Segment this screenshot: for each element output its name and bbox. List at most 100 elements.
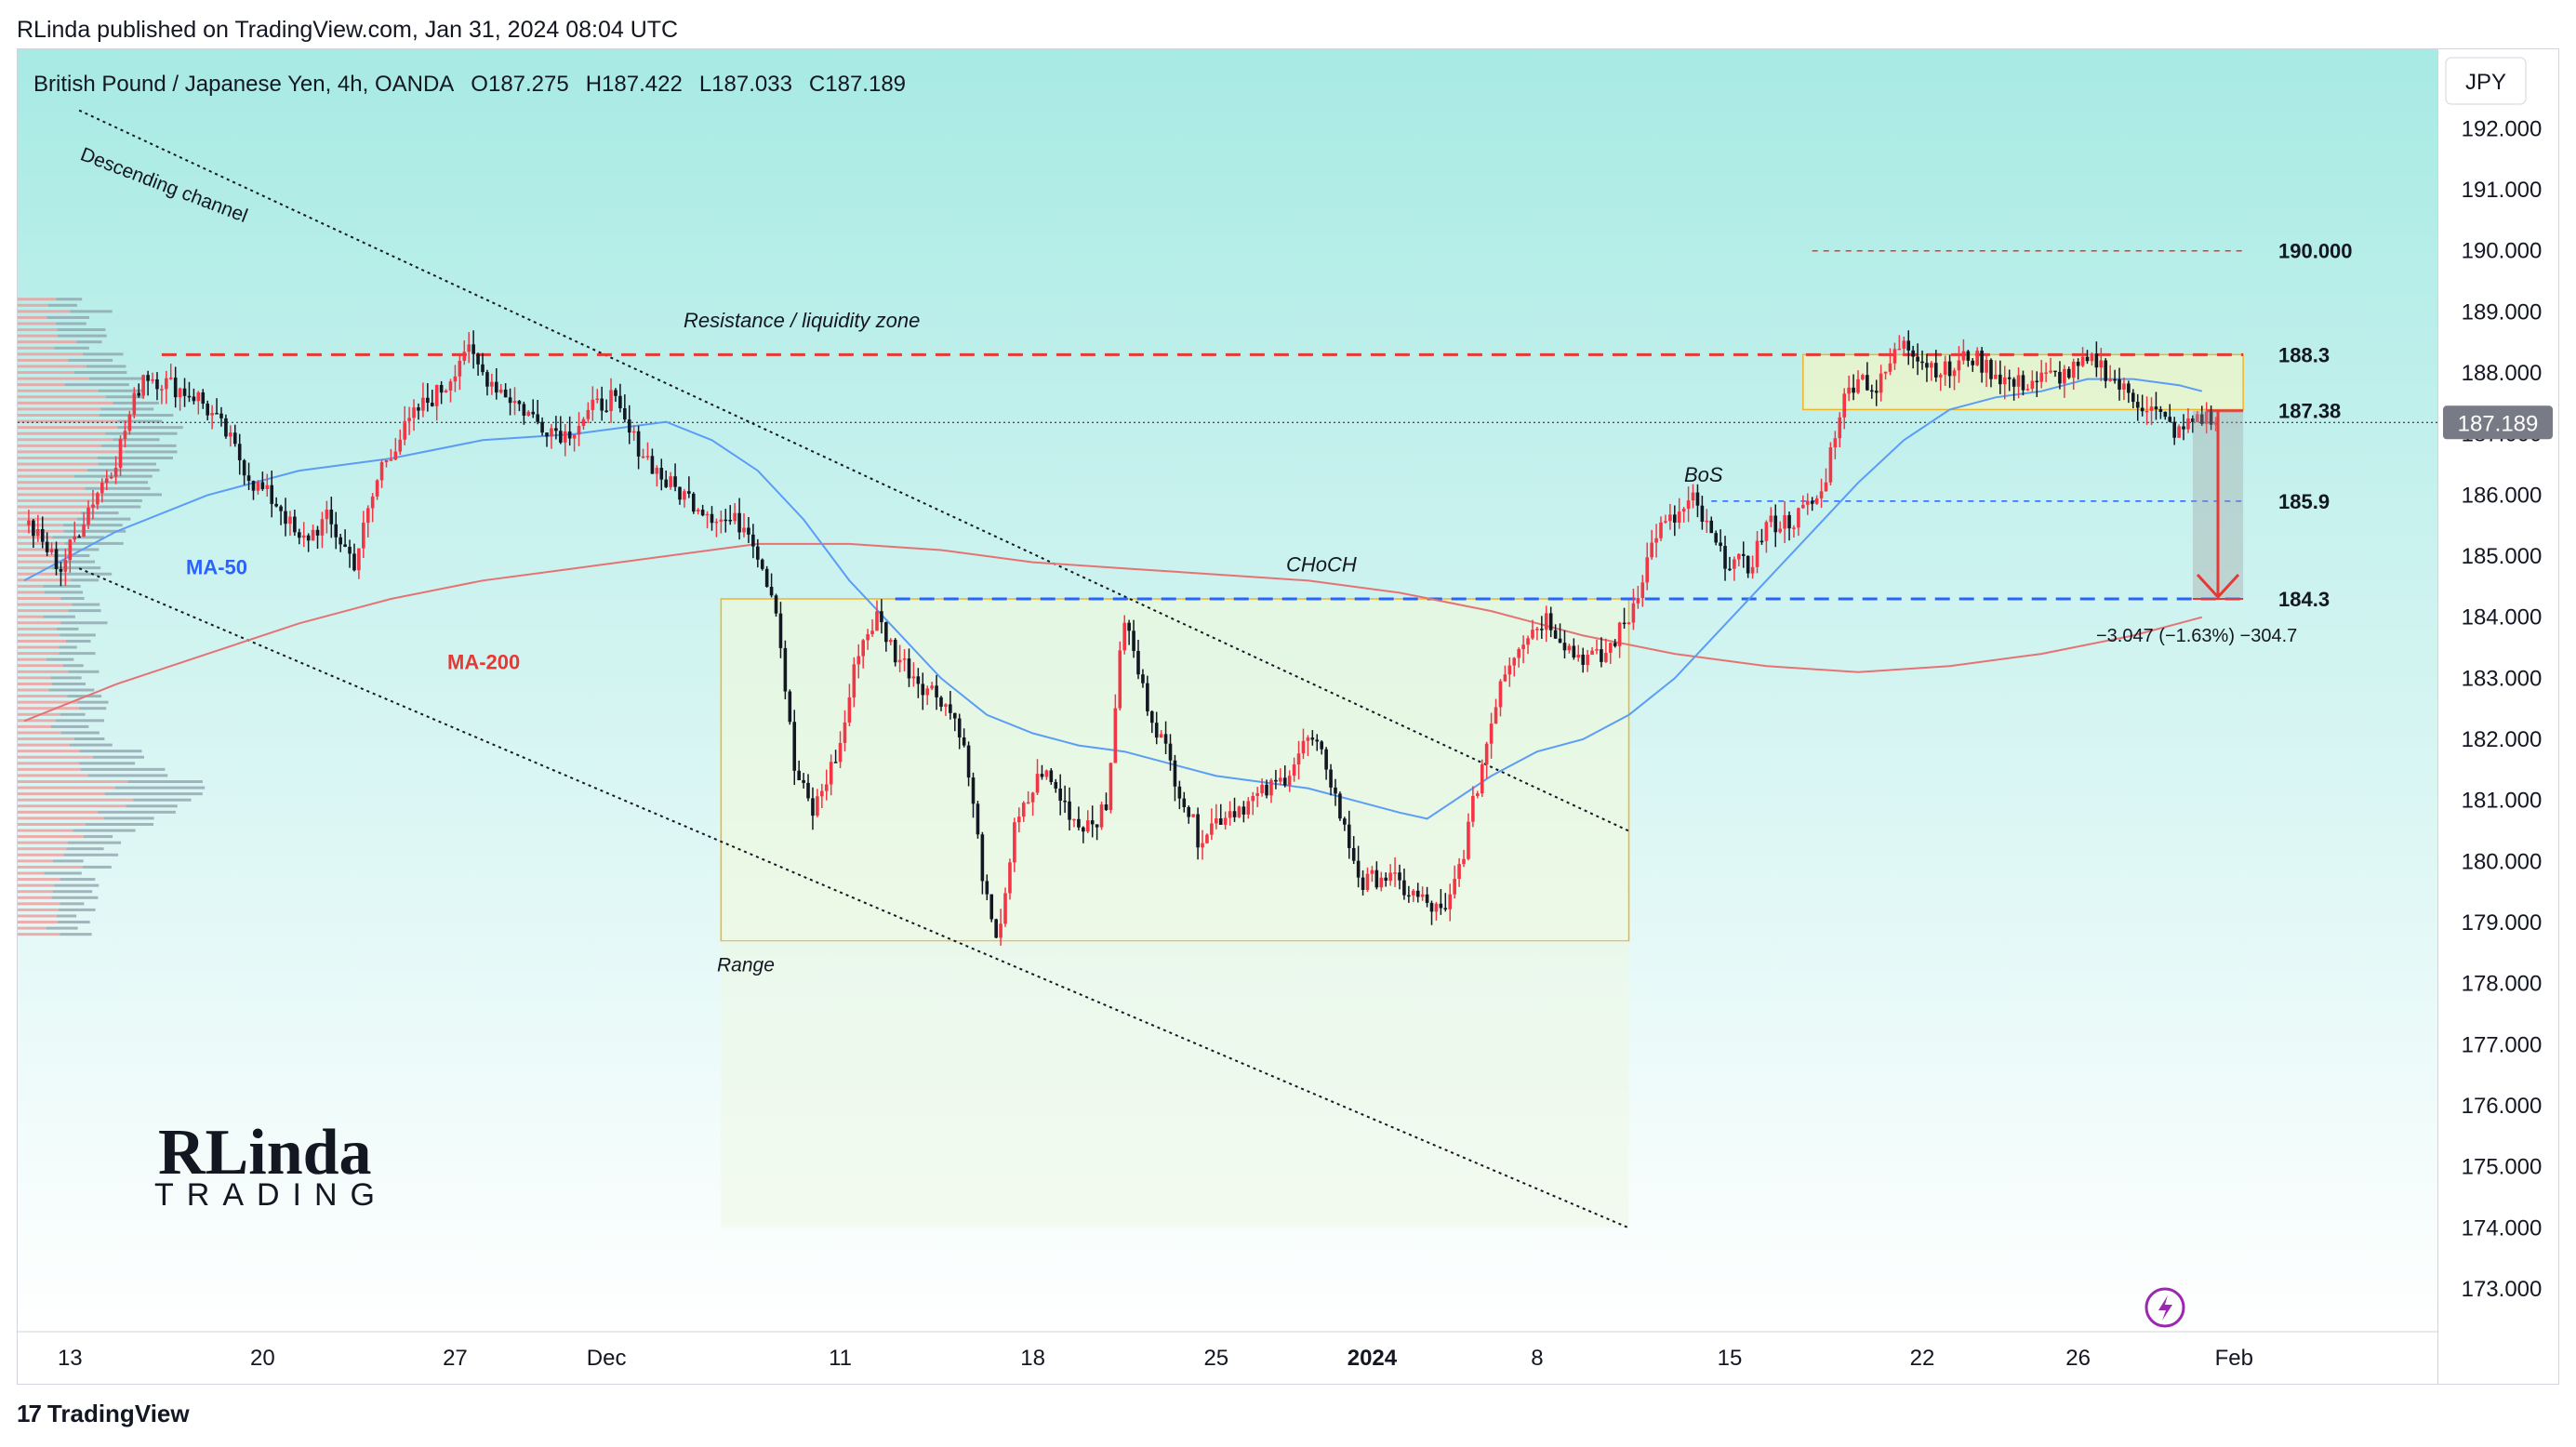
candle-body (403, 420, 406, 440)
candle-body (426, 397, 430, 404)
candle-body (151, 378, 154, 381)
candle-body (1082, 827, 1085, 832)
candle-body (1242, 806, 1246, 815)
candle-body (2104, 360, 2108, 381)
candle-body (1411, 890, 1415, 896)
chart-title: British Pound / Japanese Yen, 4h, OANDA (33, 72, 454, 97)
measure-tool (2192, 410, 2244, 600)
bos-level-label: 185.9 (2278, 490, 2330, 513)
lightning-icon[interactable] (2144, 1287, 2185, 1328)
candle-body (68, 539, 73, 561)
candle-body (559, 431, 563, 443)
candle-body (1402, 880, 1406, 896)
x-tick-label: 11 (829, 1346, 852, 1371)
candle-body (728, 519, 733, 522)
y-tick-label: 189.000 (2462, 299, 2543, 325)
candle-body (2127, 383, 2131, 393)
candle-body (210, 413, 214, 416)
candle-body (232, 432, 237, 445)
candle-body (196, 392, 201, 402)
candle-body (1044, 770, 1049, 777)
candle-body (1801, 504, 1805, 509)
candle-body (1769, 515, 1773, 523)
candle-body (957, 718, 962, 738)
candle-body (1058, 788, 1062, 801)
candle-body (168, 378, 173, 379)
candle-body (1833, 438, 1838, 448)
candle-body (503, 389, 508, 398)
candle-body (2199, 414, 2204, 424)
y-tick-label: 184.000 (2462, 605, 2543, 631)
price-axis[interactable] (2438, 48, 2559, 1385)
candle-body (733, 512, 737, 522)
candle-body (1883, 371, 1888, 374)
candle-body (664, 479, 668, 487)
candle-body (2039, 372, 2043, 382)
candle-body (2058, 371, 2062, 384)
candle-body (531, 411, 536, 415)
candle-body (1228, 811, 1232, 818)
candle-body (567, 431, 572, 439)
candle-body (1783, 514, 1786, 529)
candle-body (2076, 361, 2080, 366)
candle-body (1223, 817, 1228, 825)
candle-body (187, 395, 192, 398)
candle-body (1462, 858, 1466, 865)
candle-body (2099, 360, 2104, 368)
y-tick-label: 185.000 (2462, 544, 2543, 569)
candle-body (1429, 902, 1434, 912)
candle-body (192, 396, 196, 402)
candle-body (339, 537, 342, 545)
candle-body (1453, 879, 1456, 895)
candle-body (550, 428, 553, 437)
tradingview-footer[interactable]: 17 TradingView (17, 1400, 190, 1428)
candle-body (925, 688, 930, 696)
candle-body (1733, 559, 1736, 569)
y-tick-label: 183.000 (2462, 666, 2543, 691)
candle-body (1531, 630, 1534, 639)
candle-body (1384, 877, 1388, 882)
candle-body (453, 376, 458, 382)
candle-body (1934, 363, 1938, 378)
y-tick-label: 174.000 (2462, 1215, 2543, 1241)
candle-body (352, 553, 356, 571)
candle-body (1265, 784, 1268, 796)
candle-body (1728, 568, 1732, 571)
x-tick-label: 22 (1910, 1346, 1935, 1371)
candle-body (182, 388, 187, 396)
candle-body (1930, 363, 1933, 368)
candle-body (1544, 613, 1548, 631)
candle-body (1714, 533, 1718, 543)
candle-body (398, 439, 403, 452)
candle-body (980, 834, 985, 882)
candle-body (1251, 795, 1255, 802)
candle-body (490, 381, 494, 387)
candle-body (816, 796, 819, 816)
candle-body (393, 451, 398, 460)
candle-body (407, 418, 411, 421)
candle-body (802, 779, 805, 783)
candle-body (274, 503, 278, 507)
published-caption: RLinda published on TradingView.com, Jan… (17, 17, 679, 43)
candle-body (971, 777, 976, 804)
candle-body (1888, 363, 1892, 372)
y-tick-label: 181.000 (2462, 789, 2543, 814)
candle-body (2063, 368, 2066, 384)
candle-body (430, 403, 434, 406)
x-tick-label: Dec (587, 1346, 627, 1371)
candle-body (1517, 649, 1520, 658)
candle-body (2002, 377, 2007, 385)
ma200-line (23, 542, 2203, 723)
currency-button[interactable]: JPY (2445, 57, 2527, 105)
candle-body (902, 658, 907, 660)
chart-pane[interactable] (17, 48, 2438, 1385)
candle-body (1723, 546, 1727, 569)
candle-body (2204, 411, 2209, 424)
candle-body (2012, 378, 2016, 387)
candle-body (251, 481, 256, 491)
candle-body (1824, 482, 1828, 492)
candle-body (1296, 753, 1301, 765)
candle-body (563, 431, 567, 443)
candle-body (774, 595, 778, 614)
candle-body (237, 444, 242, 460)
